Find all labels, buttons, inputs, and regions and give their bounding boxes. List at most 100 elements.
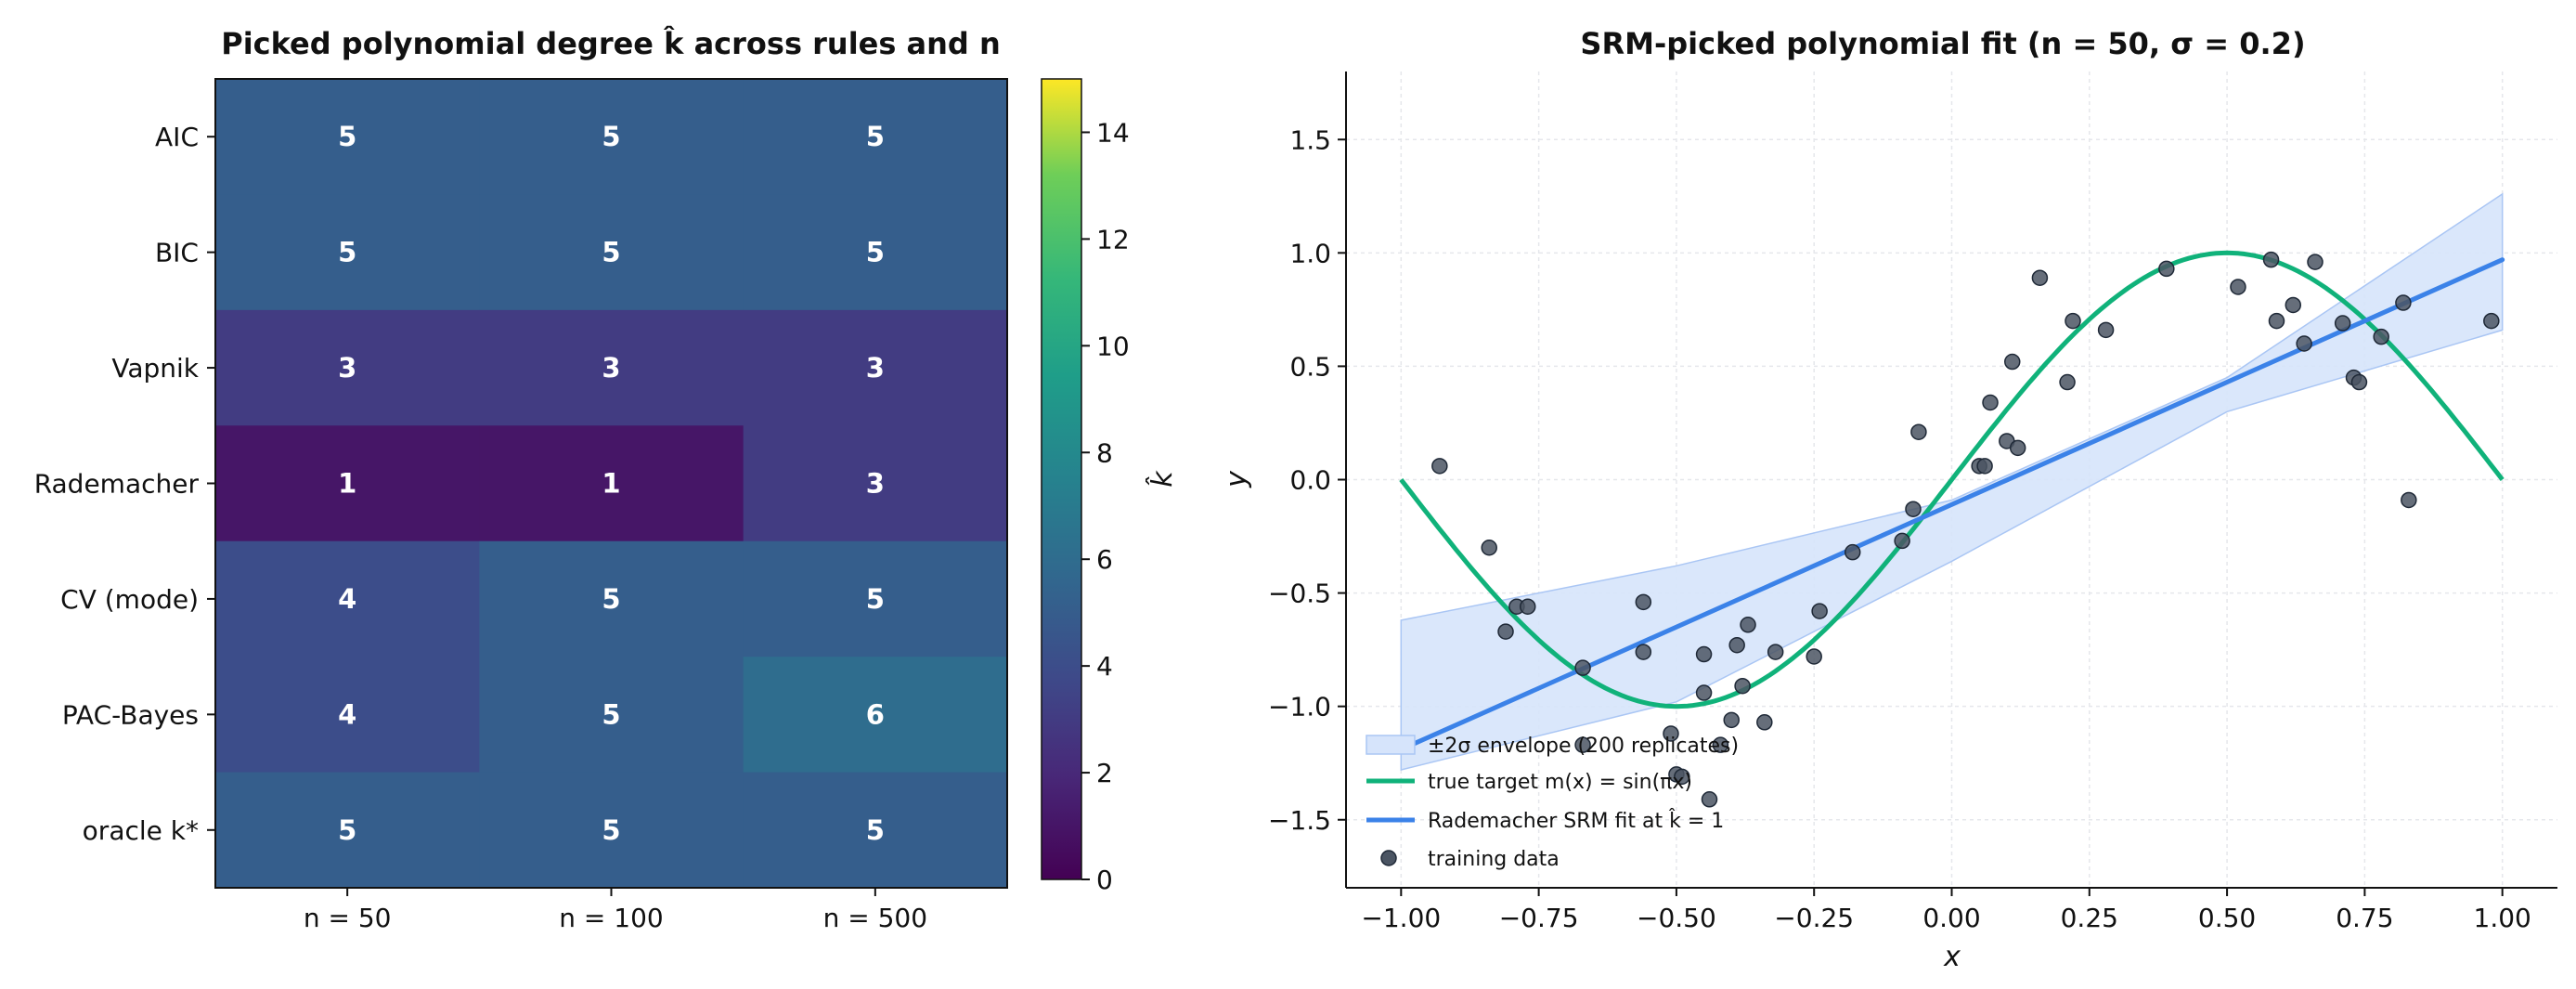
training-point (1695, 645, 1713, 663)
heatmap-cell (743, 657, 1008, 774)
training-point (1695, 684, 1713, 701)
training-point (2373, 328, 2389, 345)
training-point (1723, 711, 1740, 729)
colorbar-tick-label: 6 (1096, 544, 1113, 575)
training-point (1806, 648, 1822, 665)
fit-x-tick-label: 0.50 (2198, 903, 2256, 933)
legend-label-srm-fit: Rademacher SRM fit at k̂ = 1 (1428, 809, 1724, 833)
training-point (2158, 260, 2175, 278)
heatmap-row-label: Rademacher (34, 469, 200, 500)
heatmap-cell-value: 5 (338, 121, 356, 152)
fit-x-tick-label: −1.00 (1361, 903, 1441, 933)
heatmap-cell-value: 5 (338, 814, 356, 846)
heatmap-cell-value: 5 (338, 237, 356, 268)
heatmap-row-label: oracle k* (83, 815, 199, 846)
legend-swatch-training-data (1380, 850, 1397, 866)
colorbar-tick-label: 12 (1096, 224, 1130, 254)
colorbar-tick-label: 0 (1096, 865, 1113, 895)
heatmap-cell-value: 5 (602, 121, 620, 152)
heatmap-panel: Picked polynomial degree k̂ across rules… (34, 26, 1179, 933)
training-point (2262, 251, 2280, 268)
heatmap-cell-value: 5 (866, 121, 885, 152)
heatmap-cell-value: 4 (338, 583, 356, 615)
heatmap-cell-value: 1 (338, 468, 356, 500)
training-point (1712, 736, 1729, 753)
heatmap-cell (215, 79, 480, 195)
fit-x-tick-label: −0.25 (1774, 903, 1854, 933)
training-point (2065, 312, 2081, 330)
heatmap-cell-value: 6 (866, 698, 885, 730)
heatmap-cell-value: 5 (866, 583, 885, 615)
training-point (1844, 543, 1861, 561)
fit-y-tick-label: 0.5 (1289, 351, 1331, 382)
fit-x-tick-label: −0.75 (1499, 903, 1579, 933)
fit-y-tick-label: −1.0 (1268, 692, 1331, 722)
training-point (1894, 532, 1910, 550)
training-point (2268, 312, 2285, 330)
heatmap-cell-value: 5 (602, 237, 620, 268)
training-point (2401, 491, 2417, 509)
heatmap-row-label: AIC (155, 122, 199, 152)
heatmap-cell-value: 4 (338, 698, 356, 730)
training-point (2334, 315, 2351, 332)
heatmap-cell-value: 1 (602, 468, 620, 500)
heatmap-row-label: Vapnik (111, 353, 199, 384)
legend-label-envelope: ±2σ envelope (200 replicates) (1428, 735, 1739, 758)
training-point (1574, 659, 1591, 676)
training-point (1976, 458, 1993, 475)
heatmap-column-label: n = 100 (559, 903, 663, 933)
training-point (2009, 439, 2026, 457)
fit-y-tick-label: 1.0 (1289, 238, 1331, 268)
training-point (1481, 540, 1497, 556)
heatmap-cell-value: 3 (866, 352, 885, 384)
heatmap-cell-value: 3 (866, 468, 885, 500)
training-point (1982, 394, 1999, 411)
heatmap-cell (743, 540, 1008, 657)
heatmap-cell (479, 540, 744, 657)
training-point (2285, 296, 2302, 314)
training-point (2004, 353, 2021, 371)
heatmap-cell (479, 309, 744, 426)
training-point (1431, 458, 1448, 475)
training-point (1811, 603, 1828, 619)
heatmap-cell (215, 657, 480, 774)
heatmap-cell (479, 425, 744, 542)
colorbar-tick-label: 4 (1096, 651, 1113, 682)
true-target-curve (1399, 250, 2505, 709)
training-point (1635, 593, 1652, 611)
heatmap-cell (743, 194, 1008, 311)
training-point (1674, 768, 1690, 786)
training-point (2483, 312, 2500, 330)
heatmap-cell (479, 657, 744, 774)
heatmap-cell-value: 5 (866, 237, 885, 268)
heatmap-cell (479, 79, 744, 195)
heatmap-cell (215, 540, 480, 657)
heatmap-cell (479, 772, 744, 889)
heatmap-row-label: BIC (155, 238, 199, 268)
fit-y-tick-label: 0.0 (1289, 465, 1331, 496)
heatmap-cell (215, 194, 480, 311)
heatmap-cell (743, 309, 1008, 426)
colorbar-tick-label: 14 (1096, 117, 1130, 148)
training-point (2059, 373, 2076, 391)
fit-y-tick-label: −1.5 (1268, 805, 1331, 836)
heatmap-column-labels: n = 50 n = 100 n = 500 (304, 888, 927, 933)
training-point (2230, 279, 2246, 295)
heatmap-cell-value: 3 (602, 352, 620, 384)
heatmap-cell-value: 5 (602, 583, 620, 615)
training-point (1767, 644, 1784, 660)
fit-legend: ±2σ envelope (200 replicates) true targe… (1366, 735, 1739, 871)
fit-x-tick-label: −0.50 (1637, 903, 1716, 933)
colorbar-tick-label: 2 (1096, 758, 1113, 788)
training-point (2296, 335, 2312, 352)
fit-y-label: y (1221, 470, 1253, 488)
training-point (1574, 736, 1591, 753)
heatmap-row-labels: AIC BIC Vapnik Rademacher CV (mode) PAC-Bayes… (34, 122, 215, 846)
training-point (1734, 677, 1751, 695)
fit-x-tick-label: 0.25 (2061, 903, 2118, 933)
heatmap-cell (743, 79, 1008, 195)
heatmap-column-label: n = 500 (823, 903, 927, 933)
heatmap-cell-value: 5 (602, 698, 620, 730)
training-point (1728, 636, 1745, 654)
training-point (1635, 644, 1652, 660)
